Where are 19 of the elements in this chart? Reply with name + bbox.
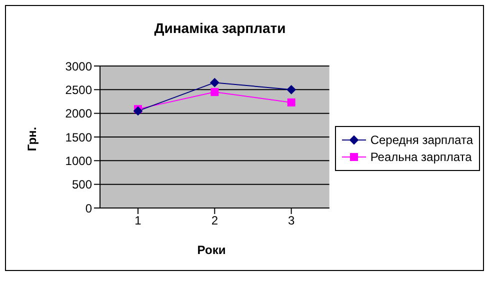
- legend-label: Реальна зарплата: [370, 150, 472, 164]
- x-axis-title: Роки: [196, 243, 227, 257]
- legend-label: Середня зарплата: [370, 132, 473, 146]
- x-tick-label: 2: [211, 214, 218, 228]
- y-tick-label: 0: [85, 201, 92, 216]
- y-tick-label: 3000: [65, 59, 92, 74]
- y-tick-label: 1500: [65, 130, 92, 144]
- chart-title: Динаміка зарплати: [153, 20, 287, 36]
- x-tick-label: 1: [134, 214, 142, 228]
- y-axis-title: Грн.: [25, 126, 40, 151]
- point: [286, 85, 296, 94]
- y-tick-label: 1000: [65, 154, 92, 168]
- point: [210, 88, 219, 96]
- y-tick-label: 2000: [65, 106, 92, 121]
- y-tick-label: 500: [72, 178, 92, 192]
- point: [287, 98, 296, 106]
- point: [210, 78, 220, 88]
- y-tick-label: 2500: [65, 82, 92, 97]
- x-tick-label: 3: [288, 214, 295, 228]
